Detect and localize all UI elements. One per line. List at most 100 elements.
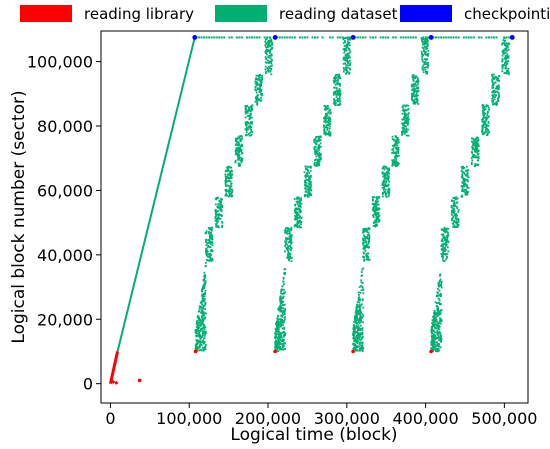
dataset-point xyxy=(477,155,480,158)
dataset-point xyxy=(484,121,486,124)
dataset-point xyxy=(463,184,466,187)
dataset-point xyxy=(391,138,394,141)
dataset-point xyxy=(234,139,237,142)
dataset-point xyxy=(430,343,433,346)
dataset-point xyxy=(204,308,207,310)
dataset-point xyxy=(425,72,428,75)
dataset-point xyxy=(401,133,404,136)
y-tick-label: 20,000 xyxy=(37,310,93,329)
dataset-point xyxy=(483,120,486,123)
dataset-point xyxy=(437,285,440,288)
dataset-point xyxy=(275,328,277,331)
dataset-point xyxy=(215,198,218,201)
dataset-point xyxy=(354,317,357,319)
dataset-point xyxy=(387,175,389,178)
dataset-point xyxy=(305,168,308,171)
dataset-point xyxy=(439,322,442,325)
dataset-point xyxy=(377,200,380,203)
dataset-point xyxy=(199,322,202,325)
dataset-point xyxy=(361,313,364,316)
dataset-point xyxy=(328,134,331,137)
dataset-point xyxy=(498,96,500,98)
dataset-point xyxy=(304,190,307,193)
dataset-point xyxy=(361,335,364,338)
dataset-point xyxy=(414,98,417,101)
dataset-point xyxy=(401,131,403,134)
dataset-point xyxy=(412,76,415,79)
dataset-point xyxy=(442,233,445,236)
dataset-point xyxy=(281,340,283,343)
dataset-point xyxy=(362,347,364,349)
dataset-point xyxy=(485,119,488,122)
dataset-point xyxy=(422,69,425,71)
dataset-point xyxy=(474,155,477,157)
dataset-point xyxy=(372,207,375,210)
dataset-point xyxy=(338,92,341,95)
dataset-point xyxy=(506,55,509,57)
dataset-point xyxy=(359,339,362,342)
dataset-point xyxy=(228,190,231,193)
dataset-point xyxy=(250,107,253,110)
dataset-point xyxy=(376,209,378,212)
dataset-point xyxy=(440,282,443,285)
dataset-point xyxy=(437,321,439,324)
dataset-point xyxy=(455,36,458,39)
dataset-point xyxy=(203,337,206,340)
dataset-point xyxy=(323,124,325,127)
dataset-point xyxy=(289,237,292,240)
dataset-point xyxy=(244,110,247,113)
dataset-point xyxy=(298,200,301,203)
dataset-point xyxy=(363,252,365,255)
dataset-point xyxy=(246,126,248,129)
dataset-point xyxy=(286,246,289,249)
dataset-point xyxy=(260,96,262,99)
dataset-point xyxy=(361,349,364,351)
dataset-point xyxy=(430,330,433,332)
dataset-point xyxy=(246,122,249,124)
dataset-point xyxy=(356,306,359,309)
dataset-point xyxy=(485,134,488,136)
dataset-point xyxy=(201,323,204,326)
dataset-point xyxy=(328,116,330,119)
dataset-point xyxy=(198,316,201,319)
dataset-point xyxy=(473,144,476,147)
dataset-point xyxy=(452,215,455,218)
dataset-point xyxy=(346,59,349,61)
dataset-point xyxy=(423,43,426,46)
dataset-point xyxy=(383,185,386,188)
dataset-point xyxy=(405,104,408,107)
dataset-point xyxy=(198,349,201,352)
dataset-point xyxy=(431,340,433,343)
dataset-point xyxy=(391,164,394,167)
dataset-point xyxy=(359,329,361,332)
dataset-point xyxy=(363,247,366,250)
dataset-point xyxy=(290,226,293,229)
dataset-point xyxy=(410,98,413,101)
dataset-point xyxy=(434,318,436,321)
dataset-point xyxy=(366,237,368,240)
y-tick-label: 80,000 xyxy=(37,117,93,136)
dataset-point xyxy=(300,199,303,201)
dataset-point xyxy=(342,70,345,73)
dataset-point xyxy=(204,326,207,329)
dataset-point xyxy=(485,123,488,126)
dataset-point xyxy=(229,166,232,169)
dataset-point xyxy=(333,86,336,89)
dataset-point xyxy=(344,37,347,39)
dataset-point xyxy=(445,258,448,261)
dataset-point xyxy=(404,119,407,122)
dataset-point xyxy=(437,326,440,329)
dataset-point xyxy=(210,240,213,243)
dataset-point xyxy=(491,80,494,83)
dataset-point xyxy=(470,36,473,39)
dataset-point xyxy=(228,174,231,177)
dataset-point xyxy=(494,96,496,99)
dataset-point xyxy=(220,209,222,212)
dataset-point xyxy=(433,316,436,319)
dataset-point xyxy=(404,113,407,115)
dataset-point xyxy=(485,118,488,121)
dataset-point xyxy=(209,235,211,238)
dataset-point xyxy=(466,185,469,187)
dataset-point xyxy=(437,284,440,286)
dataset-point xyxy=(432,337,435,340)
